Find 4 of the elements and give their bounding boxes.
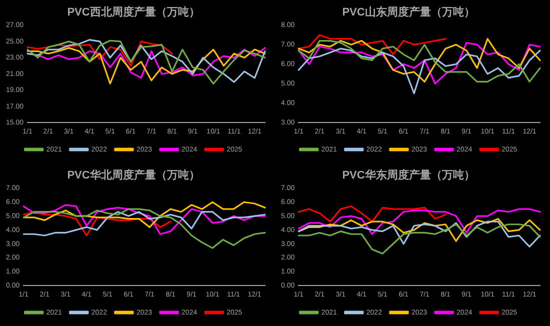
chart-title: PVC华东周度产量（万吨） [342,168,475,182]
chart-title: PVC华北周度产量（万吨） [67,168,200,182]
chart-title: PVC西北周度产量（万吨） [67,6,200,19]
chart-title: PVC山东周度产量（万吨） [342,6,475,19]
